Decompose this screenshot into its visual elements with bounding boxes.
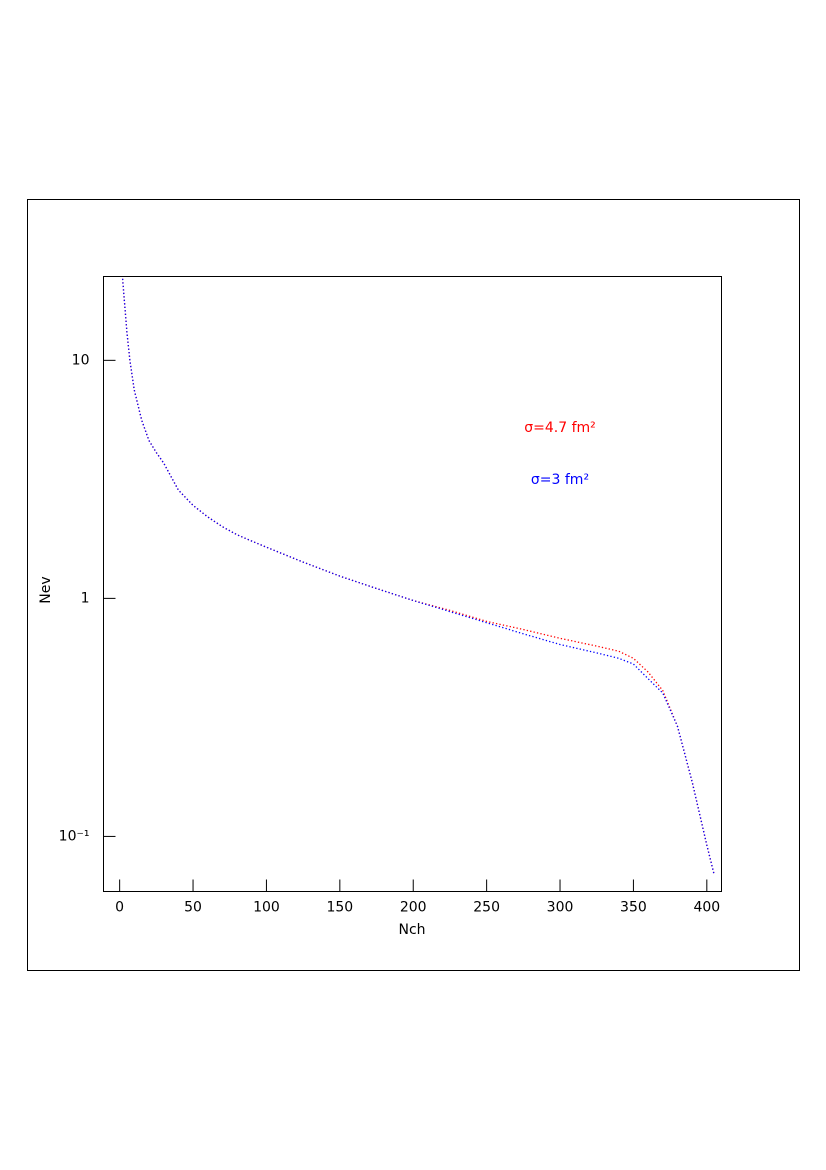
x-tick-label: 150 [326, 900, 353, 916]
x-tick-label: 350 [620, 900, 647, 916]
y-tick-label: 10 [72, 352, 90, 368]
series-line [121, 278, 715, 875]
x-tick-label: 50 [184, 900, 202, 916]
series-line [121, 278, 715, 875]
plot-area [103, 276, 722, 892]
x-tick-label: 100 [253, 900, 280, 916]
x-tick-label: 300 [547, 900, 574, 916]
y-tick-label: 10⁻¹ [59, 828, 90, 844]
x-tick-label: 400 [693, 900, 720, 916]
x-tick-label: 250 [473, 900, 500, 916]
frame [27, 199, 800, 971]
y-axis-label: Nev [38, 576, 54, 603]
x-tick-label: 0 [115, 900, 124, 916]
x-tick-label: 200 [400, 900, 427, 916]
x-axis-label: Nch [398, 922, 425, 938]
legend-label: σ=3 fm² [531, 472, 589, 488]
y-tick-label: 1 [81, 590, 90, 606]
legend-label: σ=4.7 fm² [524, 420, 596, 436]
